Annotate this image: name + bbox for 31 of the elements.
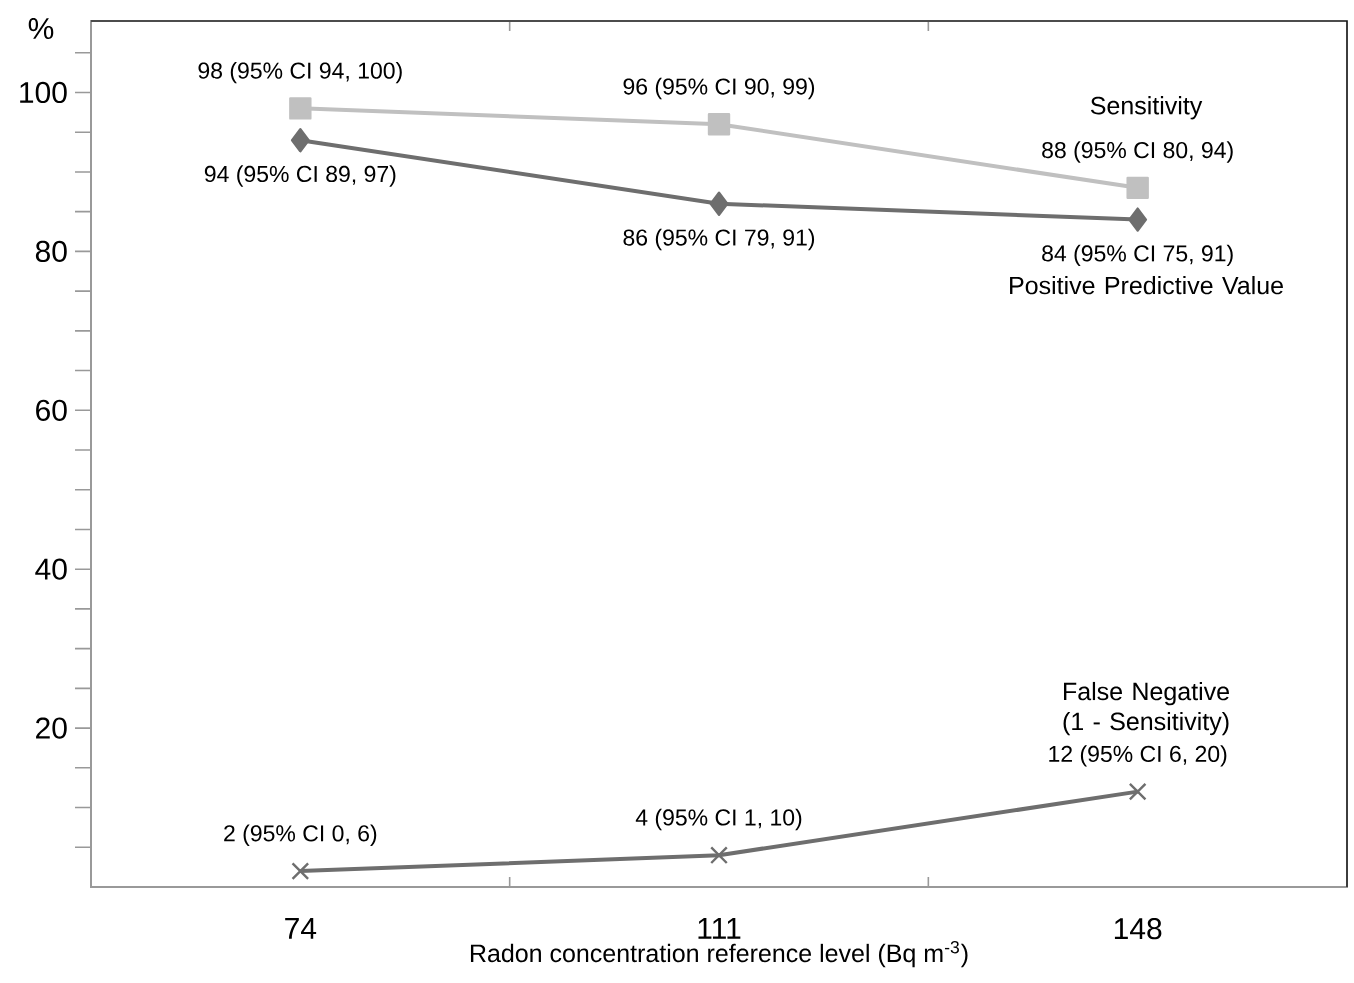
data-label: 4 (95% CI 1, 10) (635, 808, 802, 831)
point (1126, 176, 1149, 200)
data-label: 98 (95% CI 94, 100) (198, 61, 402, 84)
x-tick-label: 111 (698, 918, 741, 939)
x-tick-label: 74 (285, 918, 317, 939)
point (1128, 782, 1147, 801)
data-label: 84 (95% CI 75, 91) (1042, 244, 1233, 267)
y-tick-label: 60 (36, 399, 67, 421)
text: False Negative (1 - Sensitivity) (1063, 681, 1229, 736)
data-label: 94 (95% CI 89, 97) (204, 165, 396, 187)
y-tick-label: 80 (35, 240, 67, 262)
point (291, 862, 310, 881)
point (290, 127, 310, 153)
data-label: 86 (95% CI 79, 91) (623, 228, 815, 251)
y-tick-label: 40 (35, 558, 67, 580)
point (289, 97, 312, 120)
text: Sensitivity (1090, 96, 1203, 120)
data-label: 12 (95% CI 6, 20) (1049, 745, 1227, 767)
point (1128, 207, 1148, 232)
point (710, 846, 728, 865)
x-axis-title: Radon concentration reference level (Bq m$^{-3}$) (470, 941, 968, 968)
y-axis-title: % (28, 18, 54, 40)
x-tick-label: 148 (1114, 918, 1162, 940)
text: Positive Predictive Value (1010, 275, 1283, 295)
y-tick-label: 100 (20, 81, 67, 104)
point (709, 191, 729, 216)
data-label: 96 (95% CI 90, 99) (623, 77, 815, 100)
point (707, 113, 731, 136)
y-tick-label: 20 (36, 717, 67, 739)
data-label: 2 (95% CI 0, 6) (224, 824, 377, 847)
data-label: 88 (95% CI 80, 94) (1042, 141, 1233, 163)
